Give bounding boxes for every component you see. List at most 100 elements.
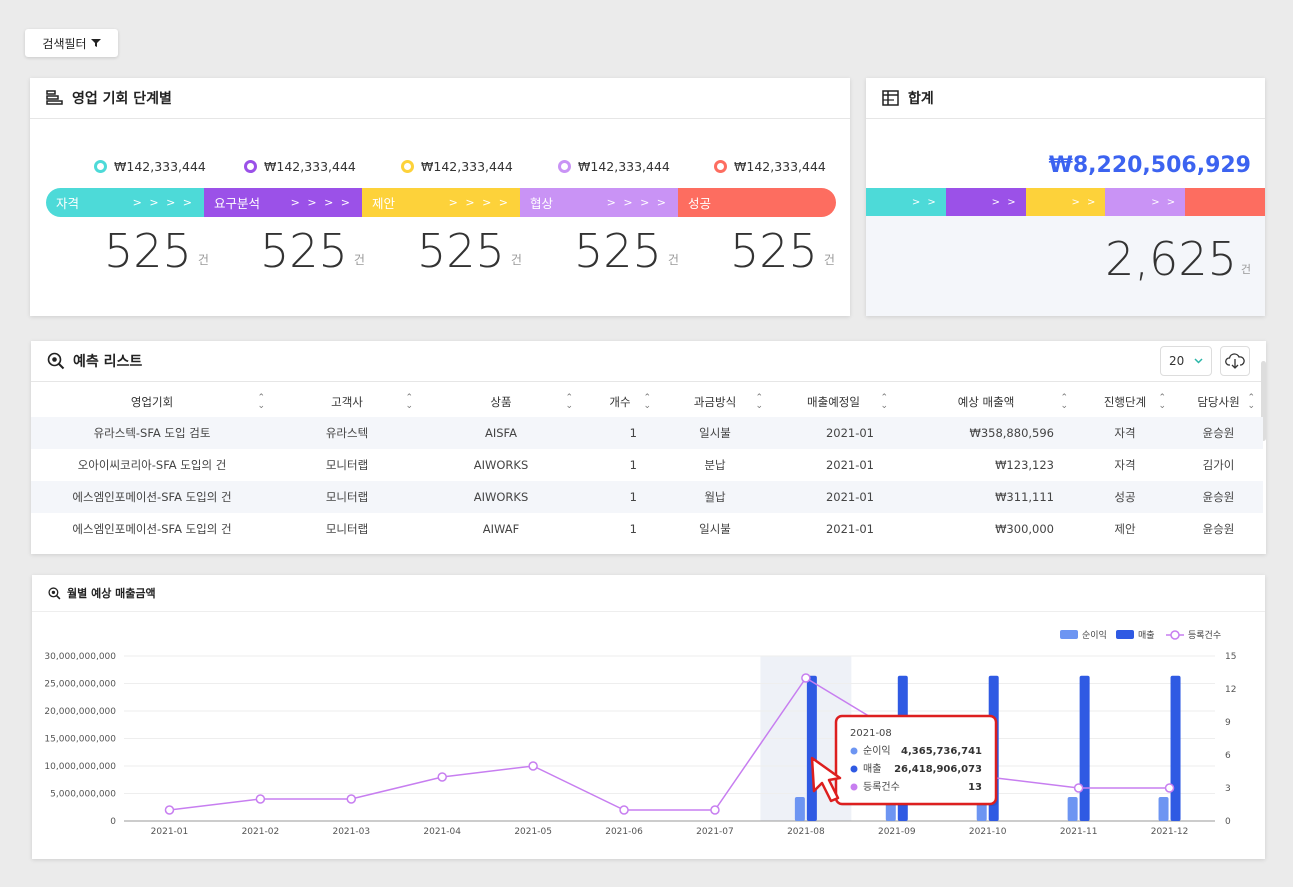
column-header[interactable]: 상품 ⌃ ⌄ — [421, 387, 581, 417]
stage-segment-needs-analysis[interactable]: 요구분석 > > > > — [204, 188, 362, 217]
cell-billing: 일시불 — [699, 426, 731, 440]
total-count: 2,625 건 — [1105, 236, 1251, 282]
table-row[interactable]: 유라스텍-SFA 도입 검토 유라스텍 AISFA 1 일시불 2021-01 … — [31, 417, 1263, 449]
count-value: 525 — [574, 224, 662, 278]
stage-label: 제안 — [372, 196, 396, 211]
x-tick-label: 2021-08 — [787, 827, 825, 837]
cell-stage: 자격 — [1114, 426, 1136, 440]
sort-icon[interactable]: ⌃ ⌄ — [1158, 393, 1166, 412]
cell-owner: 윤승원 — [1202, 426, 1235, 440]
column-label: 매출예정일 — [807, 395, 860, 409]
column-header[interactable]: 개수 ⌃ ⌄ — [581, 387, 659, 417]
line-point — [346, 794, 357, 804]
stage-amount-item: ₩142,333,444 — [94, 159, 206, 174]
cell-amount: ₩311,111 — [995, 490, 1054, 504]
arrow-icon: > > > > — [132, 196, 194, 209]
sort-icon[interactable]: ⌃ ⌄ — [257, 393, 265, 412]
column-header[interactable]: 과금방식 ⌃ ⌄ — [659, 387, 771, 417]
stage-segment-success[interactable]: 성공 — [678, 188, 836, 217]
line-point — [619, 805, 629, 815]
sort-icon[interactable]: ⌃ ⌄ — [1247, 393, 1255, 412]
sort-icon[interactable]: ⌃ ⌄ — [880, 393, 888, 412]
stage-count: 525 건 — [417, 228, 522, 274]
stage-amount: ₩142,333,444 — [578, 159, 670, 174]
cell-customer: 모니터랩 — [325, 522, 369, 536]
sort-icon[interactable]: ⌃ ⌄ — [565, 393, 573, 412]
sort-icon[interactable]: ⌃ ⌄ — [405, 393, 413, 412]
stage-count: 525 건 — [730, 228, 835, 274]
monthly-chart-title: 월별 예상 매출금액 — [67, 587, 156, 600]
cell-quantity: 1 — [629, 522, 637, 536]
ring-icon — [244, 160, 257, 173]
column-header[interactable]: 영업기회 ⌃ ⌄ — [31, 387, 273, 417]
table-row[interactable]: 오아이씨코리아-SFA 도입의 건 모니터랩 AIWORKS 1 분납 2021… — [31, 449, 1263, 481]
cell-quantity: 1 — [629, 490, 637, 504]
cell-date: 2021-01 — [825, 490, 874, 504]
cell-amount: ₩358,880,596 — [969, 426, 1054, 440]
sort-icon[interactable]: ⌃ ⌄ — [643, 393, 651, 412]
stage-card-title: 영업 기회 단계별 — [72, 91, 172, 107]
legend-swatch-sales — [1116, 630, 1134, 639]
total-segment: > > — [1025, 188, 1106, 216]
bar-net-profit — [794, 796, 805, 821]
stage-label: 요구분석 — [214, 196, 261, 211]
x-tick-label: 2021-05 — [514, 827, 552, 837]
legend-swatch-point — [1170, 630, 1180, 640]
table-row[interactable]: 에스엠인포메이션-SFA 도입의 건 모니터랩 AIWAF 1 일시불 2021… — [31, 513, 1263, 545]
tooltip-value: 26,418,906,073 — [894, 764, 982, 775]
cell-billing: 월납 — [704, 490, 726, 504]
stage-segment-proposal[interactable]: 제안 > > > > — [362, 188, 520, 217]
total-card-header: 합계 — [866, 78, 1265, 119]
search-filter-label: 검색필터 — [42, 36, 87, 51]
table-row[interactable]: 에스엠인포메이션-SFA 도입의 건 모니터랩 AIWORKS 1 월납 202… — [31, 481, 1263, 513]
page-size-select[interactable]: 20 — [1160, 346, 1212, 376]
monthly-chart-header: 월별 예상 매출금액 — [32, 575, 1265, 612]
y-left-tick-label: 0 — [110, 817, 116, 827]
cell-billing: 분납 — [704, 458, 726, 472]
filter-icon — [90, 39, 101, 47]
sort-icon[interactable]: ⌃ ⌄ — [1060, 393, 1068, 412]
cell-product: AIWORKS — [473, 458, 529, 472]
line-point — [437, 772, 447, 782]
arrow-icon: > > > > — [606, 196, 668, 209]
cell-quantity: 1 — [629, 458, 637, 472]
arrow-icon: > > — [911, 196, 938, 208]
sort-icon[interactable]: ⌃ ⌄ — [755, 393, 763, 412]
column-header[interactable]: 고객사 ⌃ ⌄ — [273, 387, 421, 417]
ring-icon — [401, 160, 414, 173]
count-unit: 건 — [197, 253, 209, 267]
vertical-scrollbar[interactable] — [1261, 361, 1266, 441]
count-unit: 건 — [667, 253, 679, 267]
search-filter-button[interactable]: 검색필터 — [25, 29, 118, 57]
x-tick-label: 2021-06 — [605, 827, 643, 837]
cell-customer: 모니터랩 — [325, 490, 369, 504]
cell-product: AIWORKS — [473, 490, 529, 504]
tooltip-value: 13 — [968, 782, 982, 793]
legend-label: 순이익 — [1082, 629, 1107, 641]
stage-amount-item: ₩142,333,444 — [401, 159, 513, 174]
y-right-tick-label: 0 — [1225, 817, 1231, 827]
y-left-tick-label: 25,000,000,000 — [44, 680, 116, 690]
column-header[interactable]: 예상 매출액 ⌃ ⌄ — [896, 387, 1076, 417]
column-header[interactable]: 매출예정일 ⌃ ⌄ — [771, 387, 896, 417]
cell-stage: 제안 — [1114, 522, 1136, 536]
total-count-area: 2,625 건 — [866, 216, 1265, 316]
legend-label: 매출 — [1138, 630, 1155, 641]
cell-stage: 자격 — [1114, 458, 1136, 472]
cell-opportunity: 에스엠인포메이션-SFA 도입의 건 — [72, 522, 232, 536]
tooltip-dot — [850, 783, 858, 791]
cell-owner: 윤승원 — [1202, 490, 1235, 504]
column-header[interactable]: 진행단계 ⌃ ⌄ — [1076, 387, 1174, 417]
download-button[interactable] — [1220, 346, 1250, 376]
ring-icon — [94, 160, 107, 173]
column-header[interactable]: 담당사원 ⌃ ⌄ — [1174, 387, 1263, 417]
cell-billing: 일시불 — [699, 522, 731, 536]
y-right-tick-label: 3 — [1225, 784, 1231, 794]
stage-segment-negotiation[interactable]: 협상 > > > > — [520, 188, 678, 217]
legend-label: 등록건수 — [1188, 630, 1221, 641]
column-label: 고객사 — [331, 395, 363, 409]
forecast-list-header: 예측 리스트 — [31, 341, 1266, 382]
line-point — [801, 673, 811, 683]
x-tick-label: 2021-02 — [242, 827, 280, 837]
stage-segment-qualify[interactable]: 자격 > > > > — [46, 188, 204, 217]
